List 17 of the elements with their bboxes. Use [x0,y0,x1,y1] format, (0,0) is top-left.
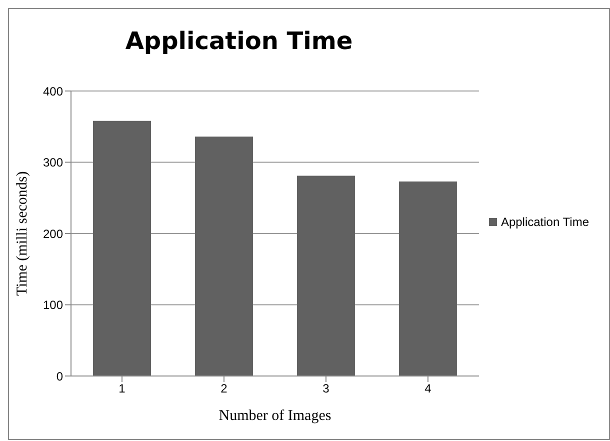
bar [398,181,457,376]
y-tick-label: 400 [42,84,64,98]
y-tick-label: 200 [42,226,64,241]
y-tick-label: 100 [42,298,64,312]
bar [296,176,355,376]
y-tick-label: 0 [56,369,64,384]
bar [93,120,151,376]
y-axis-title: Time (milli seconds) [14,171,30,296]
chart-title: Application Time [124,27,354,55]
x-axis-title: Number of Images [218,408,332,424]
x-tick-label: 4 [424,382,432,396]
y-tick-label: 300 [42,156,64,170]
x-tick-label: 3 [322,382,330,396]
x-tick-label: 1 [118,382,126,396]
x-tick-label: 2 [220,382,228,396]
legend-label: Application Time [500,214,589,228]
bar [194,136,253,376]
